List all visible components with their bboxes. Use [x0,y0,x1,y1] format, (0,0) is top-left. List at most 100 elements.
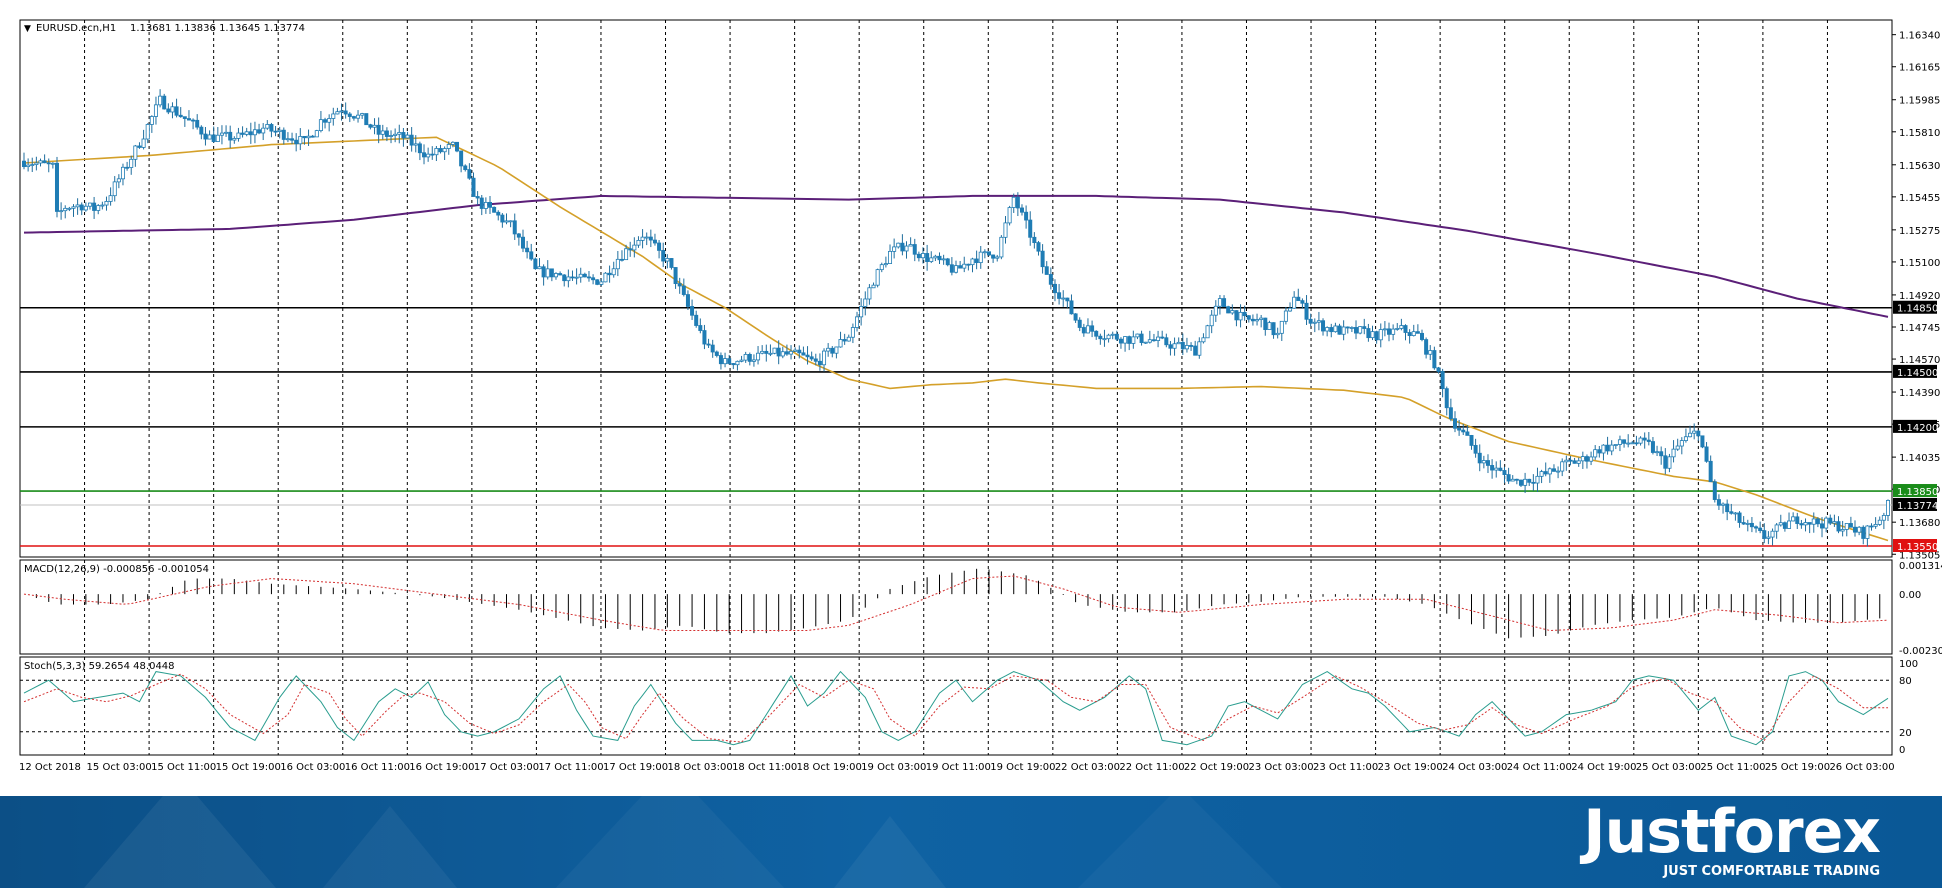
candle-body [929,257,934,262]
candle-body [1044,266,1049,275]
candle-body [586,276,591,279]
candle-body [265,124,270,129]
candle-body [1164,337,1169,346]
candle-body [648,236,653,241]
candle-body [100,204,105,207]
candle-body [954,265,959,273]
candle-body [1791,516,1796,522]
candle-body [1424,339,1429,355]
candle-body [1222,298,1227,308]
candle-body [710,344,715,353]
candle-body [986,251,991,256]
candle-body [1011,196,1016,208]
candle-body [541,266,546,278]
candle-body [351,116,356,119]
candle-body [1502,470,1507,475]
candle-body [1696,430,1701,437]
candle-body [714,351,719,356]
candle-body [1597,449,1602,454]
candle-body [1127,336,1132,344]
candle-body [958,265,963,269]
candle-body [1787,520,1792,529]
y-tick-label: 1.16340 [1899,31,1940,42]
candle-body [549,268,554,278]
candle-body [228,131,233,141]
candle-body [1069,300,1074,315]
stoch-title: Stoch(5,3,3) 59.2654 48.0448 [24,661,175,672]
candle-body [978,251,983,264]
candle-body [991,254,996,259]
macd-title: MACD(12,26,9) -0.000856 -0.001054 [24,564,209,575]
candle-body [1601,444,1606,454]
candle-body [1881,514,1886,521]
x-tick-label: 18 Oct 19:00 [797,762,862,773]
candle-body [1300,300,1305,304]
x-tick-label: 19 Oct 03:00 [861,762,926,773]
x-tick-label: 25 Oct 19:00 [1765,762,1830,773]
candle-body [727,358,732,364]
x-tick-label: 23 Oct 11:00 [1313,762,1378,773]
candle-body [1494,467,1499,471]
x-tick-label: 22 Oct 19:00 [1184,762,1249,773]
candle-body [867,287,872,300]
y-tick-label: 1.15275 [1899,226,1940,237]
candle-body [566,276,571,282]
candle-body [1403,325,1408,333]
candle-body [323,119,328,123]
candle-body [1024,211,1029,221]
candle-body [1733,512,1738,515]
candle-body [718,355,723,365]
candle-body [203,133,208,140]
candle-body [199,126,204,135]
candle-body [153,104,158,117]
candle-body [1840,529,1845,532]
candle-body [63,207,68,212]
candle-body [1506,474,1511,482]
candle-body [1745,522,1750,525]
justforex-logo: Justforex [1583,797,1881,867]
x-tick-label: 25 Oct 03:00 [1636,762,1701,773]
candle-body [1271,322,1276,336]
candle-body [945,258,950,266]
candle-body [1036,242,1041,252]
candle-body [1246,315,1251,320]
candle-body [1655,451,1660,454]
level-label: 1.14850 [1897,304,1938,315]
candle-body [261,127,266,134]
x-tick-label: 23 Oct 19:00 [1378,762,1443,773]
candle-body [1238,311,1243,321]
candle-body [467,169,472,179]
x-tick-label: 17 Oct 19:00 [603,762,668,773]
candle-body [855,316,860,328]
y-tick-label: 1.15985 [1899,96,1940,107]
x-tick-label: 22 Oct 11:00 [1119,762,1184,773]
candle-body [760,350,765,354]
candle-body [743,354,748,361]
x-tick-label: 18 Oct 03:00 [668,762,733,773]
y-tick-label: 1.14035 [1899,453,1940,464]
level-tag [1893,497,1937,511]
candle-body [496,211,501,216]
candle-body [1873,524,1878,527]
candle-body [46,162,51,165]
candle-body [1531,481,1536,484]
level-tag [1893,364,1937,378]
candle-body [1543,471,1548,475]
candle-body [1556,470,1561,473]
y-tick-label: 1.15810 [1899,128,1940,139]
candle-body [1659,451,1664,457]
candle-body [702,330,707,345]
candle-body [669,258,674,268]
candle-body [1172,343,1177,349]
candle-body [1428,350,1433,355]
x-tick-label: 16 Oct 19:00 [409,762,474,773]
candle-body [826,347,831,352]
candle-body [1003,222,1008,238]
level-tag [1893,484,1937,498]
candle-body [657,242,662,251]
candle-body [343,110,348,115]
candle-body [1688,432,1693,438]
candle-body [1708,460,1713,483]
candle-body [504,220,509,223]
